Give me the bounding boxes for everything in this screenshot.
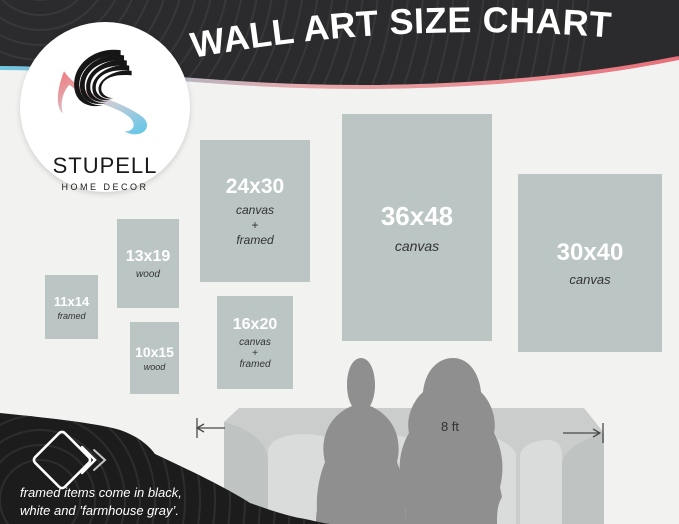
svg-text:framed items come in black,: framed items come in black, [20, 485, 182, 500]
svg-text:white and ’farmhouse gray’.: white and ’farmhouse gray’. [20, 503, 179, 518]
